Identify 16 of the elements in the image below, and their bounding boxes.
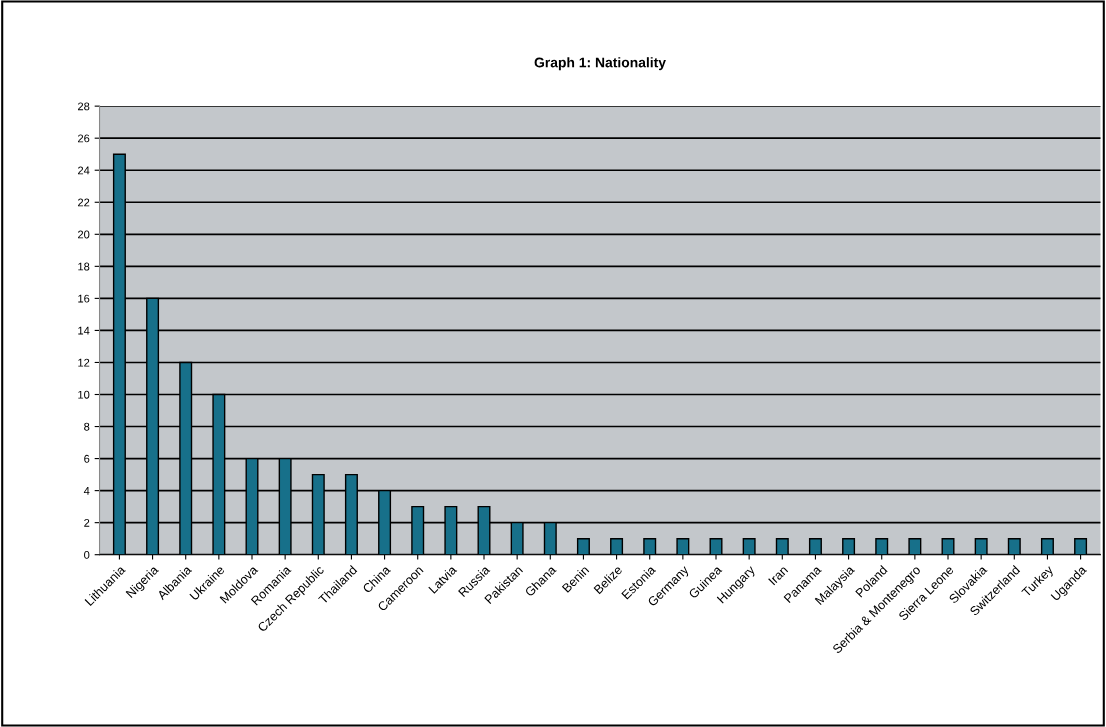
y-tick-label: 12 xyxy=(78,358,90,367)
y-tick-label: 26 xyxy=(78,134,90,143)
y-tick-label: 14 xyxy=(78,326,90,335)
y-tick-label: 20 xyxy=(78,230,90,239)
y-tick-label: 16 xyxy=(78,294,90,303)
y-tick-label: 2 xyxy=(84,518,90,527)
y-tick-label: 10 xyxy=(78,390,90,399)
y-tick-label: 18 xyxy=(78,262,90,271)
y-tick-label: 8 xyxy=(84,422,90,431)
y-tick-label: 4 xyxy=(83,487,90,495)
y-tick-label: 28 xyxy=(78,102,90,111)
y-tick-label: 6 xyxy=(84,454,90,463)
y-tick-label: 24 xyxy=(78,166,90,175)
y-tick-label: 22 xyxy=(78,198,90,207)
y-tick-label: 0 xyxy=(84,550,90,559)
chart-title: Graph 1: Nationality xyxy=(534,57,666,71)
